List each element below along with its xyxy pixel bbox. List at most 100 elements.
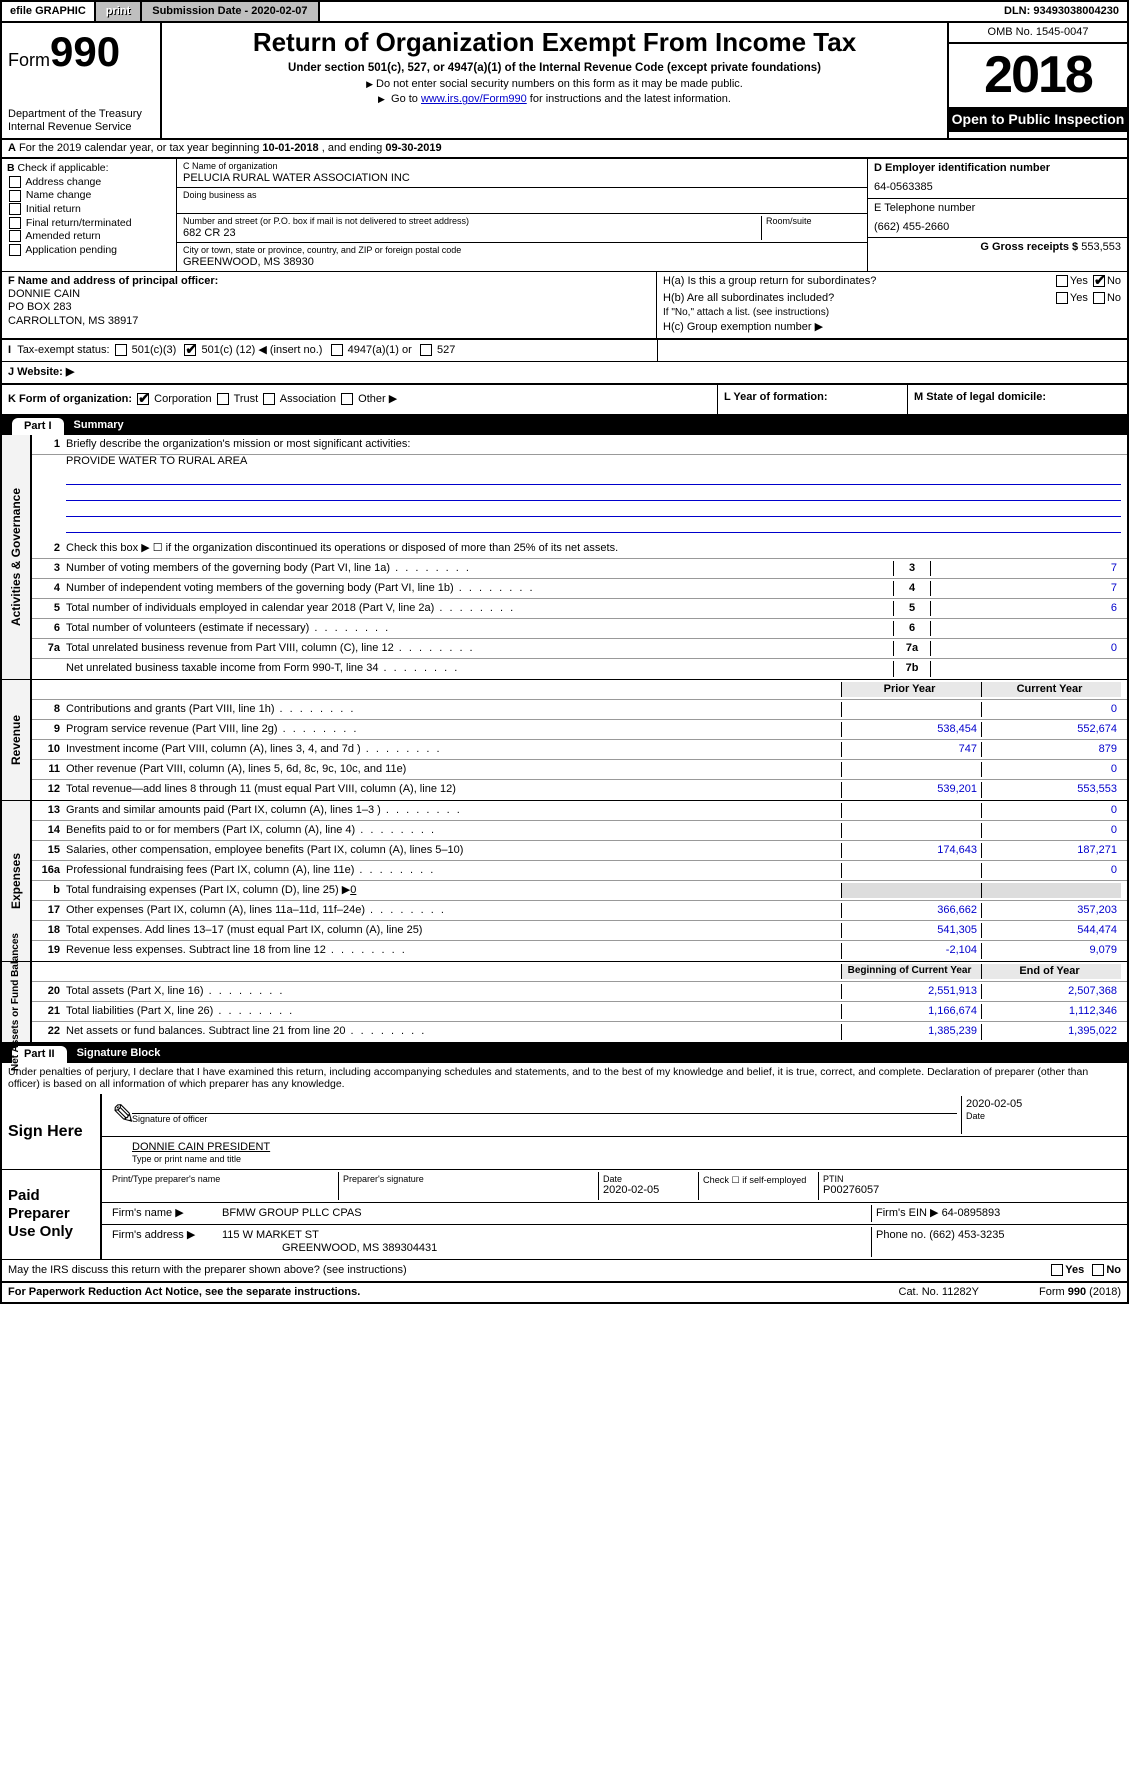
phone-value: (662) 455-2660	[874, 221, 1121, 234]
header-center: Return of Organization Exempt From Incom…	[162, 23, 947, 138]
line-9: Program service revenue (Part VIII, line…	[66, 723, 841, 736]
sig-date: 2020-02-05	[966, 1098, 1022, 1110]
perjury-text: Under penalties of perjury, I declare th…	[0, 1063, 1129, 1094]
section-revenue: Revenue Prior YearCurrent Year 8Contribu…	[0, 680, 1129, 801]
form-header: Form990 Department of the Treasury Inter…	[0, 23, 1129, 140]
chk-trust[interactable]	[217, 393, 229, 405]
col-prior: Prior Year	[841, 682, 981, 697]
year-begin: 10-01-2018	[262, 142, 318, 154]
irs-link[interactable]: www.irs.gov/Form990	[421, 93, 527, 105]
line-2: Check this box ▶ ☐ if the organization d…	[66, 542, 1121, 555]
line-18: Total expenses. Add lines 13–17 (must eq…	[66, 924, 841, 937]
form-title: Return of Organization Exempt From Incom…	[170, 27, 939, 58]
ssn-note: Do not enter social security numbers on …	[170, 78, 939, 91]
phone-label: E Telephone number	[874, 202, 975, 214]
line-13: Grants and similar amounts paid (Part IX…	[66, 804, 841, 817]
print-button[interactable]: print	[96, 2, 142, 21]
line-5: Total number of individuals employed in …	[66, 602, 893, 615]
row-f: F Name and address of principal officer:…	[0, 271, 1129, 340]
paperwork-notice: For Paperwork Reduction Act Notice, see …	[8, 1286, 360, 1299]
line-19: Revenue less expenses. Subtract line 18 …	[66, 944, 841, 957]
line-17: Other expenses (Part IX, column (A), lin…	[66, 904, 841, 917]
line-6: Total number of volunteers (estimate if …	[66, 622, 893, 635]
line-7b: Net unrelated business taxable income fr…	[66, 662, 893, 675]
col-eoy: End of Year	[981, 964, 1121, 979]
sign-here-label: Sign Here	[2, 1094, 102, 1169]
val-5: 6	[931, 601, 1121, 616]
discuss-no[interactable]	[1092, 1264, 1104, 1276]
goto-note: Go to www.irs.gov/Form990 for instructio…	[170, 93, 939, 106]
paid-preparer-label: Paid Preparer Use Only	[2, 1170, 102, 1260]
dept-label: Department of the Treasury	[8, 108, 154, 121]
hb-no[interactable]	[1093, 292, 1105, 304]
irs-label: Internal Revenue Service	[8, 121, 154, 134]
prep-date: 2020-02-05	[603, 1184, 659, 1196]
line-22: Net assets or fund balances. Subtract li…	[66, 1025, 841, 1038]
dln: DLN: 93493038004230	[996, 2, 1127, 21]
section-expenses: Expenses 13Grants and similar amounts pa…	[0, 801, 1129, 962]
row-tax-status: I Tax-exempt status: 501(c)(3) 501(c) (1…	[0, 340, 1129, 362]
chk-final-return[interactable]: Final return/terminated	[7, 217, 171, 230]
chk-name-change[interactable]: Name change	[7, 189, 171, 202]
section-net-assets: Net Assets or Fund Balances Beginning of…	[0, 962, 1129, 1044]
ptin: P00276057	[823, 1184, 879, 1196]
omb-number: OMB No. 1545-0047	[949, 23, 1127, 44]
part2-title: Signature Block	[77, 1044, 161, 1063]
ha-no[interactable]	[1093, 275, 1105, 287]
val-6	[931, 621, 1121, 636]
firm-addr1: 115 W MARKET ST	[222, 1229, 319, 1241]
header-right: OMB No. 1545-0047 2018 Open to Public In…	[947, 23, 1127, 138]
part1-tab: Part I	[12, 418, 64, 435]
line-12: Total revenue—add lines 8 through 11 (mu…	[66, 783, 841, 796]
chk-amended[interactable]: Amended return	[7, 230, 171, 243]
org-address: 682 CR 23	[183, 227, 236, 239]
chk-4947[interactable]	[331, 344, 343, 356]
ein-value: 64-0563385	[874, 181, 1121, 194]
ha-yes[interactable]	[1056, 275, 1068, 287]
state-domicile-label: M State of legal domicile:	[914, 391, 1046, 403]
col-current: Current Year	[981, 682, 1121, 697]
chk-initial-return[interactable]: Initial return	[7, 203, 171, 216]
block-bcd: B Check if applicable: Address change Na…	[0, 159, 1129, 271]
form-ref: Form 990 (2018)	[1039, 1286, 1121, 1299]
year-formation-label: L Year of formation:	[724, 391, 828, 403]
section-h: H(a) Is this a group return for subordin…	[657, 272, 1127, 338]
line-14: Benefits paid to or for members (Part IX…	[66, 824, 841, 837]
501c-num: 12	[239, 344, 251, 356]
val-7a: 0	[931, 641, 1121, 656]
line-7a: Total unrelated business revenue from Pa…	[66, 642, 893, 655]
chk-527[interactable]	[420, 344, 432, 356]
row-k: K Form of organization: Corporation Trus…	[0, 385, 1129, 416]
chk-address-change[interactable]: Address change	[7, 176, 171, 189]
chk-application-pending[interactable]: Application pending	[7, 244, 171, 257]
vlabel-governance: Activities & Governance	[9, 488, 23, 626]
vlabel-net: Net Assets or Fund Balances	[10, 933, 22, 1071]
line-21: Total liabilities (Part X, line 26)	[66, 1005, 841, 1018]
org-name: PELUCIA RURAL WATER ASSOCIATION INC	[183, 172, 410, 184]
chk-501c3[interactable]	[115, 344, 127, 356]
col-boy: Beginning of Current Year	[841, 964, 981, 979]
sig-officer-label: Signature of officer	[132, 1114, 957, 1125]
chk-corp[interactable]	[137, 393, 149, 405]
page-footer: For Paperwork Reduction Act Notice, see …	[0, 1283, 1129, 1304]
year-end: 09-30-2019	[385, 142, 441, 154]
val-7b	[931, 661, 1121, 677]
header-left: Form990 Department of the Treasury Inter…	[2, 23, 162, 138]
ein-label: D Employer identification number	[874, 162, 1050, 174]
form-prefix: Form	[8, 50, 50, 70]
form-number: 990	[50, 28, 120, 75]
col-c: C Name of organizationPELUCIA RURAL WATE…	[177, 159, 867, 271]
chk-assoc[interactable]	[263, 393, 275, 405]
firm-phone: (662) 453-3235	[929, 1229, 1004, 1241]
discuss-yes[interactable]	[1051, 1264, 1063, 1276]
chk-other[interactable]	[341, 393, 353, 405]
row-a: A For the 2019 calendar year, or tax yea…	[0, 140, 1129, 159]
line-16b: Total fundraising expenses (Part IX, col…	[66, 884, 350, 896]
chk-self-employed[interactable]: Check ☐ if self-employed	[703, 1175, 806, 1185]
hb-yes[interactable]	[1056, 292, 1068, 304]
part1-header: Part I Summary	[0, 416, 1129, 435]
chk-501c[interactable]	[184, 344, 196, 356]
part1-title: Summary	[74, 416, 124, 435]
firm-addr2: GREENWOOD, MS 389304431	[282, 1242, 437, 1254]
open-inspection: Open to Public Inspection	[949, 107, 1127, 132]
